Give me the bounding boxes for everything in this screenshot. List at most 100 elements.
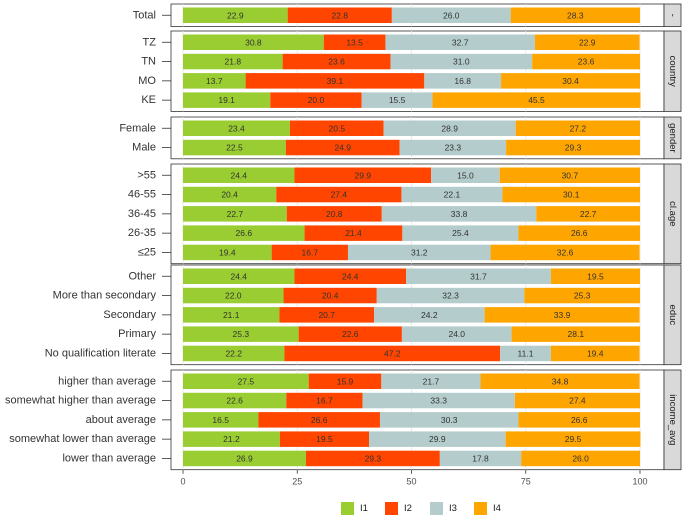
data-label-I4-educ-4: 19.4 [587,348,604,358]
data-label-I3-educ-4: 11.1 [518,348,534,358]
bar-I3-educ-1 [376,287,525,304]
bar-I3-income_avg-0 [381,373,481,389]
data-label-I3-cl.age-0: 15.0 [457,170,474,180]
data-label-I2-country-2: 39.1 [327,76,344,86]
bar-I1-income_avg-1 [183,392,287,409]
strip-label--: - [667,14,678,17]
bar-I3-educ-0 [406,268,551,284]
bar-I2---0 [287,7,392,23]
bar-I3-income_avg-1 [362,392,515,409]
data-label-I4-cl.age-2: 22.7 [580,209,597,219]
bar-I2-gender-1 [285,139,400,156]
bar-I3-gender-1 [399,139,507,156]
bar-I4---0 [510,7,640,23]
bar-I1-educ-0 [183,268,295,284]
x-tick-label-3: 75 [521,477,531,487]
bar-I2-income_avg-2 [258,412,380,428]
data-label-I3-educ-1: 32.3 [442,291,459,301]
bar-I3-income_avg-4 [439,450,522,467]
bar-I2-gender-0 [289,120,384,136]
data-label-I2-cl.age-3: 21.4 [345,228,362,238]
data-label-I3-country-2: 16.8 [454,76,471,86]
bar-I1-cl.age-2 [183,206,287,222]
strip-label-income_avg: income_avg [667,394,678,445]
data-label-I4-educ-0: 19.5 [587,271,604,281]
bar-I2-educ-4 [284,345,501,362]
bar-I1-cl.age-1 [183,186,277,203]
bar-I1-educ-4 [183,345,285,362]
data-label-I3-gender-1: 23.3 [445,143,462,153]
bar-I2-income_avg-3 [279,431,369,447]
bar-I2-country-1 [282,53,391,70]
bar-I1-cl.age-0 [183,167,295,183]
bar-I2-educ-2 [279,307,375,323]
row-label-gender-0: Female [119,122,156,134]
strip-label-gender: gender [667,123,678,153]
bar-I4-income_avg-1 [514,392,640,409]
bar-I4-educ-2 [484,307,640,323]
bar-I4-educ-3 [511,326,640,342]
data-label-I2-educ-3: 22.6 [342,329,359,339]
data-label-I1-educ-3: 25.3 [233,329,250,339]
strip-3 [663,163,682,265]
data-label-I1-educ-1: 22.0 [225,291,242,301]
bar-I3-cl.age-3 [402,225,519,241]
bar-I3-income_avg-2 [379,412,519,428]
data-label-I1-country-3: 19.1 [218,95,235,105]
bar-I2-income_avg-4 [305,450,440,467]
strip-label-cl.age: cl.age [667,201,678,226]
data-label-I2-income_avg-1: 16.7 [316,396,333,406]
data-label-I4-country-2: 30.4 [562,76,579,86]
row-label-cl.age-3: 26-35 [128,227,156,239]
bar-I4-income_avg-0 [480,373,640,389]
bar-I3-country-1 [390,53,533,70]
data-label-I1---0: 22.9 [227,10,244,20]
data-label-I3-income_avg-1: 33.3 [430,396,447,406]
data-label-I1-gender-1: 22.5 [226,143,243,153]
bar-I3-educ-3 [401,326,512,342]
data-label-I3-cl.age-4: 31.2 [411,247,428,257]
bar-I3-cl.age-2 [381,206,537,222]
data-label-I1-country-1: 21.8 [225,57,242,67]
bar-I4-cl.age-0 [499,167,640,183]
bar-I2-cl.age-2 [286,206,382,222]
data-label-I4-educ-3: 28.1 [568,329,585,339]
data-label-I2-income_avg-3: 19.5 [316,434,333,444]
bar-I4-income_avg-2 [518,412,640,428]
bar-I3-income_avg-3 [368,431,506,447]
data-label-I2-cl.age-4: 16.7 [302,247,319,257]
data-label-I4-income_avg-4: 26.0 [572,453,589,463]
bar-I1-gender-1 [183,139,286,156]
bar-I2-cl.age-3 [304,225,403,241]
data-label-I4-gender-1: 29.3 [565,143,582,153]
bar-I3---0 [391,7,511,23]
bar-I1-cl.age-3 [183,225,305,241]
data-label-I1-cl.age-2: 22.7 [227,209,244,219]
data-label-I3-gender-0: 28.9 [441,123,458,133]
row-label-gender-1: Male [132,142,156,154]
row-label-country-1: TN [141,56,156,68]
data-label-I3-income_avg-4: 17.8 [472,453,489,463]
data-label-I4-educ-2: 33.9 [554,310,571,320]
data-label-I1-income_avg-1: 22.6 [226,396,243,406]
row-label-income_avg-0: higher than average [58,375,156,387]
legend-swatch-I1 [341,502,354,515]
data-label-I4-income_avg-0: 34.8 [552,376,569,386]
bar-I1-gender-0 [183,120,290,136]
data-label-I1-educ-2: 21.1 [223,310,240,320]
bar-I2-cl.age-1 [276,186,402,203]
data-label-I1-income_avg-2: 16.5 [212,415,229,425]
data-label-I4-educ-1: 25.3 [574,291,591,301]
bar-I2-income_avg-0 [308,373,382,389]
strip-label-country: country [667,56,678,87]
row-label-income_avg-1: somewhat higher than average [5,395,156,407]
data-label-I1-gender-0: 23.4 [228,123,245,133]
data-label-I2-gender-1: 24.9 [334,143,351,153]
data-label-I3-income_avg-2: 30.3 [441,415,458,425]
data-label-I3-country-3: 15.5 [389,95,406,105]
bar-I3-cl.age-0 [431,167,500,183]
row-label-cl.age-1: 46-55 [128,189,156,201]
data-label-I2-educ-0: 24.4 [342,271,359,281]
bar-I4-cl.age-4 [490,244,640,261]
bar-I4-educ-4 [550,345,640,362]
